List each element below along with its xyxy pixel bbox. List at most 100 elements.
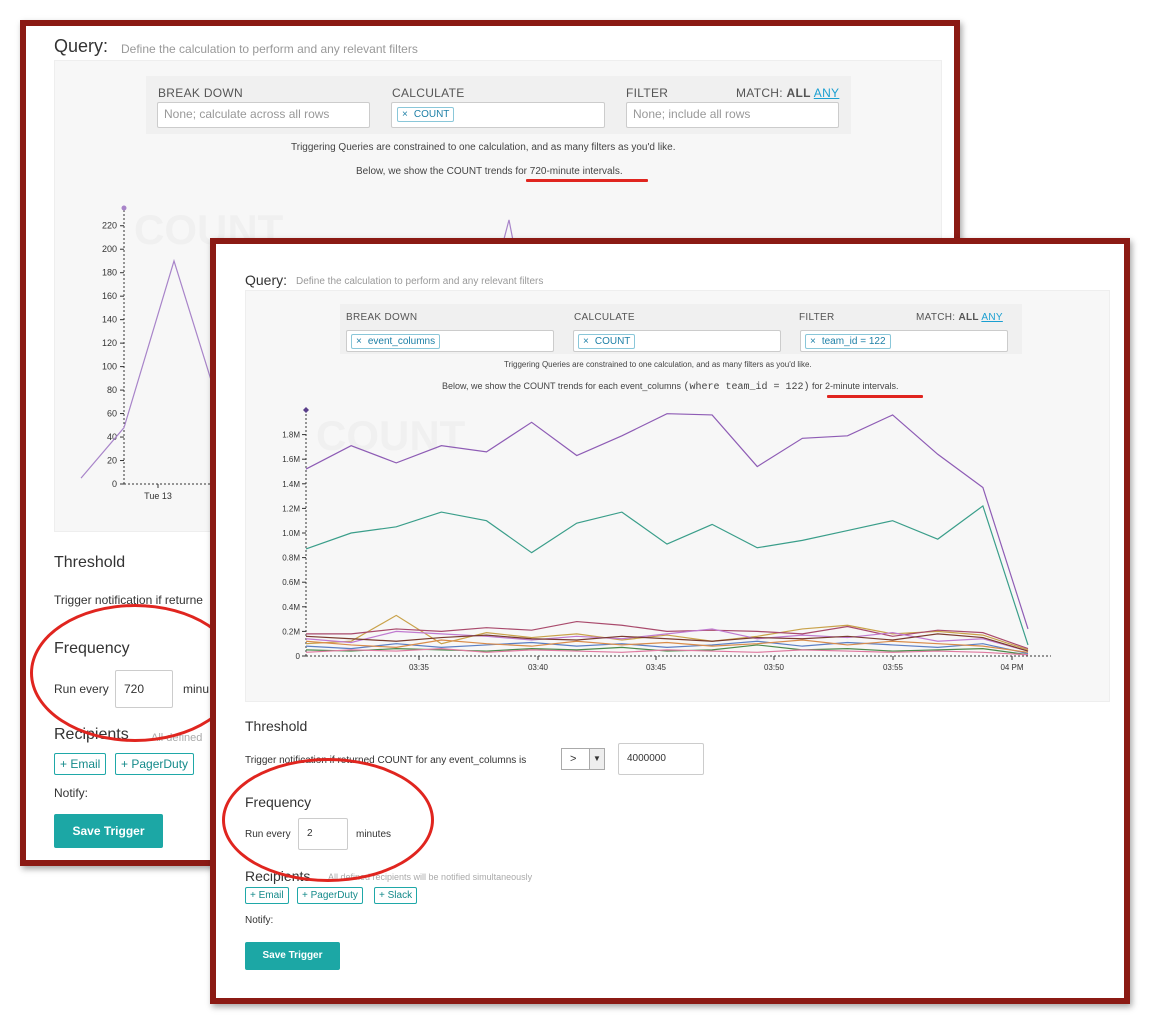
x-tick-label: 03:50 bbox=[764, 663, 785, 672]
threshold-value-input[interactable]: 4000000 bbox=[618, 743, 704, 775]
series-line bbox=[305, 628, 1029, 652]
match-any-option[interactable]: ANY bbox=[981, 312, 1003, 323]
series-line bbox=[305, 639, 1029, 653]
query-note: Triggering Queries are constrained to on… bbox=[504, 360, 812, 369]
breakdown-chip[interactable]: × event_columns bbox=[351, 334, 441, 349]
y-tick-label: 220 bbox=[102, 221, 117, 231]
calculate-input[interactable]: × COUNT bbox=[573, 330, 781, 352]
x-tick-label: 03:55 bbox=[883, 663, 904, 672]
x-tick-label: 04 PM bbox=[1000, 663, 1023, 672]
axis-marker bbox=[121, 205, 127, 211]
match-toggle: MATCH: ALL ANY bbox=[916, 312, 1003, 323]
add-email-button[interactable]: + Email bbox=[54, 753, 107, 775]
where-clause: (where team_id = 122) bbox=[683, 382, 810, 393]
series-line bbox=[306, 620, 1029, 650]
y-tick-label: 1.6M bbox=[282, 455, 300, 464]
calculate-chip[interactable]: × COUNT bbox=[578, 334, 636, 349]
remove-icon[interactable]: × bbox=[402, 109, 408, 120]
calculate-chip-label: COUNT bbox=[594, 336, 631, 347]
query-title: Query: bbox=[245, 272, 288, 288]
query-subtitle: Define the calculation to perform and an… bbox=[296, 276, 544, 287]
breakdown-input[interactable]: × event_columns bbox=[346, 330, 554, 352]
frequency-highlight-circle bbox=[222, 758, 434, 882]
y-tick-label: 100 bbox=[102, 362, 117, 372]
remove-icon[interactable]: × bbox=[356, 336, 362, 347]
front-trigger-panel: Query: Define the calculation to perform… bbox=[210, 238, 1130, 1004]
threshold-text-b: for any event_columns is bbox=[415, 755, 527, 766]
save-trigger-button[interactable]: Save Trigger bbox=[245, 942, 340, 970]
add-slack-button[interactable]: + Slack bbox=[374, 887, 418, 904]
y-tick-label: 60 bbox=[107, 409, 117, 419]
match-toggle: MATCH: ALL ANY bbox=[736, 86, 839, 100]
y-tick-label: 1.0M bbox=[282, 529, 300, 538]
series-line bbox=[80, 258, 217, 479]
series-line bbox=[305, 640, 1029, 655]
calculate-chip[interactable]: × COUNT bbox=[397, 107, 455, 122]
y-tick-label: 120 bbox=[102, 338, 117, 348]
axis-marker bbox=[303, 407, 309, 413]
highlight-underline bbox=[827, 395, 923, 398]
query-title: Query: bbox=[54, 36, 109, 56]
filter-chip[interactable]: × team_id = 122 bbox=[805, 334, 891, 349]
match-any-option[interactable]: ANY bbox=[813, 86, 840, 100]
series-line bbox=[305, 633, 1029, 652]
y-tick-label: 80 bbox=[107, 385, 117, 395]
threshold-calculation: COUNT bbox=[377, 755, 413, 766]
breakdown-chip-label: event_columns bbox=[367, 336, 436, 347]
y-tick-label: 1.4M bbox=[282, 480, 300, 489]
calculate-input[interactable]: × COUNT bbox=[391, 102, 605, 128]
y-tick-label: 0.2M bbox=[282, 627, 300, 636]
x-tick-label: 03:40 bbox=[528, 663, 549, 672]
calculate-label: CALCULATE bbox=[392, 86, 465, 100]
highlight-underline bbox=[526, 179, 648, 182]
match-all-option[interactable]: ALL bbox=[958, 312, 979, 323]
x-tick-label: 03:35 bbox=[409, 663, 430, 672]
y-tick-label: 0.8M bbox=[282, 554, 300, 563]
y-tick-label: 0 bbox=[296, 652, 301, 661]
match-all-option[interactable]: ALL bbox=[786, 86, 811, 100]
y-tick-label: 0.4M bbox=[282, 603, 300, 612]
threshold-text: Trigger notification if returne bbox=[54, 593, 203, 607]
series-line bbox=[305, 413, 1029, 630]
threshold-operator-value: > bbox=[570, 753, 577, 765]
interval-note-prefix: Below, we show the COUNT trends for each… bbox=[442, 381, 681, 391]
x-tick-label: 03:45 bbox=[646, 663, 667, 672]
query-subtitle: Define the calculation to perform and an… bbox=[121, 42, 418, 56]
calculate-label: CALCULATE bbox=[574, 312, 635, 323]
y-tick-label: 200 bbox=[102, 244, 117, 254]
add-pagerduty-button[interactable]: + PagerDuty bbox=[115, 753, 195, 775]
frequency-highlight-circle bbox=[30, 604, 240, 742]
add-email-button[interactable]: + Email bbox=[245, 887, 289, 904]
filter-chip-label: team_id = 122 bbox=[821, 336, 886, 347]
y-tick-label: 40 bbox=[107, 432, 117, 442]
remove-icon[interactable]: × bbox=[810, 336, 816, 347]
threshold-title: Threshold bbox=[245, 718, 308, 734]
recipients-note: All defined recipients will be notified … bbox=[328, 872, 533, 882]
y-tick-label: 20 bbox=[107, 456, 117, 466]
y-tick-label: 0.6M bbox=[282, 578, 300, 587]
breakdown-label: BREAK DOWN bbox=[158, 86, 244, 100]
y-tick-label: 160 bbox=[102, 291, 117, 301]
count-chart: 0 0.2M 0.4M 0.6M 0.8M 1.0M 1.2M 1.4M 1.6M 1.8M 03:… bbox=[282, 407, 1051, 672]
save-trigger-button[interactable]: Save Trigger bbox=[54, 814, 163, 848]
match-label: MATCH: bbox=[736, 86, 783, 100]
remove-icon[interactable]: × bbox=[583, 336, 589, 347]
threshold-operator-select[interactable]: > ▼ bbox=[561, 748, 605, 770]
breakdown-input[interactable]: None; calculate across all rows bbox=[157, 102, 370, 128]
filter-label: FILTER bbox=[799, 312, 835, 323]
match-label: MATCH: bbox=[916, 312, 956, 323]
filter-input[interactable]: × team_id = 122 bbox=[800, 330, 1008, 352]
notify-label: Notify: bbox=[245, 915, 274, 926]
y-tick-label: 1.8M bbox=[282, 431, 300, 440]
notify-label: Notify: bbox=[54, 786, 89, 800]
y-tick-label: 180 bbox=[102, 268, 117, 278]
filter-label: FILTER bbox=[626, 86, 669, 100]
series-line bbox=[305, 504, 1029, 646]
filter-input[interactable]: None; include all rows bbox=[626, 102, 839, 128]
y-tick-label: 0 bbox=[112, 479, 117, 489]
interval-highlight: for 2-minute intervals. bbox=[812, 381, 899, 391]
breakdown-label: BREAK DOWN bbox=[346, 312, 418, 323]
add-pagerduty-button[interactable]: + PagerDuty bbox=[297, 887, 363, 904]
query-note: Triggering Queries are constrained to on… bbox=[291, 142, 676, 153]
interval-highlight: for 720-minute intervals. bbox=[515, 166, 623, 177]
